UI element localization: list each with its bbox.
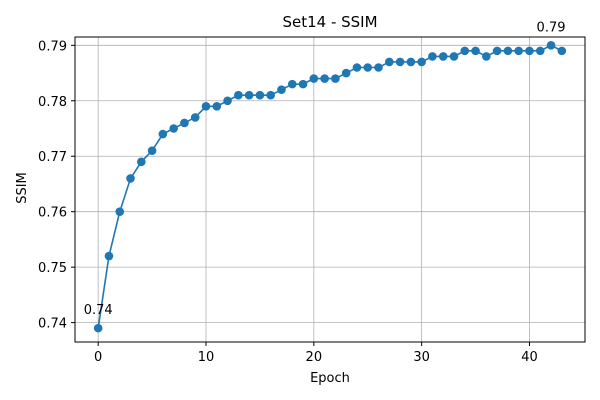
data-point xyxy=(374,63,383,72)
y-tick-label: 0.74 xyxy=(38,317,67,332)
data-point xyxy=(277,85,286,94)
grid xyxy=(75,37,585,342)
data-point xyxy=(546,41,556,50)
data-point xyxy=(449,52,459,61)
x-tick-label: 0 xyxy=(94,350,102,365)
x-axis-label: Epoch xyxy=(310,371,350,386)
data-point xyxy=(406,57,416,67)
data-point xyxy=(557,46,567,56)
data-point xyxy=(201,102,211,111)
plot-frame xyxy=(74,36,586,343)
data-point xyxy=(309,74,319,83)
data-point xyxy=(158,129,168,139)
x-tick-label: 30 xyxy=(413,350,430,365)
data-point xyxy=(287,79,297,89)
data-point xyxy=(126,174,135,183)
data-point xyxy=(93,323,103,333)
data-point xyxy=(137,157,146,167)
data-point xyxy=(535,46,545,56)
data-point xyxy=(460,46,470,56)
data-point xyxy=(385,57,394,67)
data-label: 0.79 xyxy=(537,20,566,35)
data-point xyxy=(428,52,437,61)
data-points xyxy=(93,41,567,333)
annotations: 0.74 0.79 xyxy=(84,20,566,318)
data-point xyxy=(341,68,351,78)
data-point xyxy=(331,74,340,83)
x-tick-label: 10 xyxy=(198,350,215,365)
data-point xyxy=(234,90,243,100)
data-point xyxy=(190,113,200,122)
data-point xyxy=(223,96,232,106)
data-point xyxy=(352,63,362,72)
axes: 0 10 20 30 40 0.74 0.75 0.76 0.77 0.78 0.79 xyxy=(38,36,586,365)
data-point xyxy=(492,46,502,56)
data-point xyxy=(417,57,426,67)
data-point xyxy=(147,146,157,155)
data-point xyxy=(255,90,265,100)
y-tick-label: 0.77 xyxy=(38,150,67,165)
data-point xyxy=(180,118,189,128)
y-tick-label: 0.76 xyxy=(38,206,67,221)
data-point xyxy=(212,102,222,111)
data-point xyxy=(266,90,275,100)
data-point xyxy=(525,46,534,56)
y-axis-label: SSIM xyxy=(15,172,30,204)
x-tick-label: 40 xyxy=(521,350,538,365)
y-tick-label: 0.79 xyxy=(38,39,67,54)
data-point xyxy=(104,251,114,261)
data-point xyxy=(503,46,513,56)
data-point xyxy=(514,46,523,56)
data-point xyxy=(320,74,329,83)
data-point xyxy=(471,46,480,56)
y-tick-label: 0.78 xyxy=(38,95,67,110)
series-line xyxy=(97,44,563,329)
data-point xyxy=(169,124,178,133)
data-point xyxy=(363,63,373,72)
y-tick-label: 0.75 xyxy=(38,261,67,276)
data-point xyxy=(438,52,448,61)
series-line-group xyxy=(97,44,563,329)
data-point xyxy=(298,79,308,89)
data-label: 0.74 xyxy=(84,303,113,318)
chart-title: Set14 - SSIM xyxy=(282,13,377,31)
data-point xyxy=(115,207,125,216)
data-point xyxy=(244,90,254,100)
data-point xyxy=(395,57,405,67)
data-point xyxy=(482,52,491,61)
x-tick-label: 20 xyxy=(306,350,323,365)
